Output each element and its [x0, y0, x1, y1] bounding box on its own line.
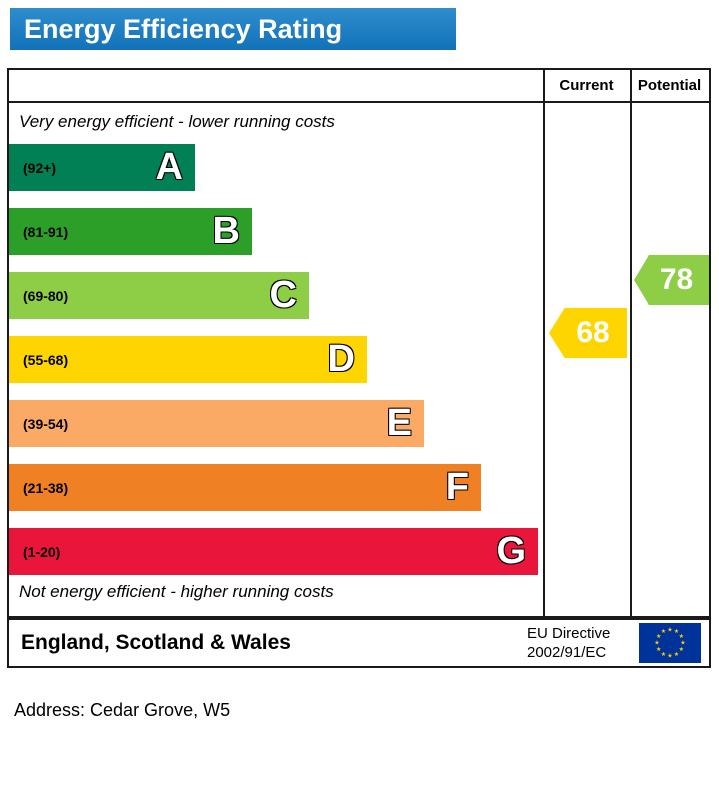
band-row: (81-91) B [9, 208, 538, 255]
current-column-divider [543, 70, 545, 616]
band-letter: F [445, 466, 469, 508]
energy-rating-chart: Current Potential Very energy efficient … [7, 68, 711, 618]
svg-text:★: ★ [661, 651, 666, 658]
potential-column-divider [630, 70, 632, 616]
band-row: (92+) A [9, 144, 538, 191]
page-title: Energy Efficiency Rating [10, 8, 456, 50]
svg-text:★: ★ [674, 628, 679, 635]
band-range: (1-20) [23, 543, 61, 560]
eu-directive-line2: 2002/91/EC [527, 644, 607, 661]
svg-text:★: ★ [674, 651, 679, 658]
band-row: (39-54) E [9, 400, 538, 447]
potential-column-header: Potential [637, 77, 702, 94]
chart-inner: Current Potential Very energy efficient … [9, 70, 709, 616]
bands-container: (92+) A (81-91) B (69-80) C [9, 144, 538, 592]
band-range: (55-68) [23, 351, 69, 368]
footer-bar: England, Scotland & Wales EU Directive 2… [7, 618, 711, 668]
band-letter: D [327, 338, 355, 380]
svg-text:★: ★ [661, 628, 666, 635]
band-letter: A [155, 146, 183, 188]
eu-flag-icon: ★ ★ ★ ★ ★ ★ ★ ★ ★ ★ ★ ★ [639, 623, 701, 663]
band-bar-f: (21-38) F [9, 464, 481, 511]
potential-arrow: 78 [634, 255, 709, 305]
eu-directive-label: EU Directive 2002/91/EC [527, 624, 610, 662]
band-row: (55-68) D [9, 336, 538, 383]
region-label: England, Scotland & Wales [21, 631, 291, 654]
current-arrow: 68 [549, 308, 627, 358]
band-range: (39-54) [23, 415, 69, 432]
band-letter: E [386, 402, 412, 444]
band-range: (69-80) [23, 287, 69, 304]
bottom-note: Not energy efficient - higher running co… [19, 582, 334, 601]
svg-text:★: ★ [679, 633, 684, 640]
band-letter: B [212, 210, 240, 252]
band-bar-g: (1-20) G [9, 528, 538, 575]
band-bar-b: (81-91) B [9, 208, 252, 255]
band-letter: C [269, 274, 297, 316]
band-row: (21-38) F [9, 464, 538, 511]
band-row: (69-80) C [9, 272, 538, 319]
band-row: (1-20) G [9, 528, 538, 575]
band-bar-e: (39-54) E [9, 400, 424, 447]
svg-text:★: ★ [656, 646, 661, 653]
band-bar-d: (55-68) D [9, 336, 367, 383]
svg-text:★: ★ [667, 653, 672, 660]
svg-text:★: ★ [680, 640, 685, 647]
top-note: Very energy efficient - lower running co… [19, 112, 335, 131]
current-column-header: Current [559, 77, 614, 94]
band-range: (92+) [23, 159, 57, 176]
eu-directive-line1: EU Directive [527, 625, 611, 642]
svg-text:★: ★ [667, 627, 672, 634]
address-label: Address: Cedar Grove, W5 [14, 700, 231, 720]
band-bar-a: (92+) A [9, 144, 195, 191]
svg-text:★: ★ [656, 633, 661, 640]
band-range: (21-38) [23, 479, 69, 496]
band-bar-c: (69-80) C [9, 272, 309, 319]
band-letter: G [496, 530, 526, 572]
svg-text:★: ★ [654, 640, 659, 647]
chart-header-row [9, 70, 709, 103]
svg-text:★: ★ [679, 646, 684, 653]
band-range: (81-91) [23, 223, 69, 240]
